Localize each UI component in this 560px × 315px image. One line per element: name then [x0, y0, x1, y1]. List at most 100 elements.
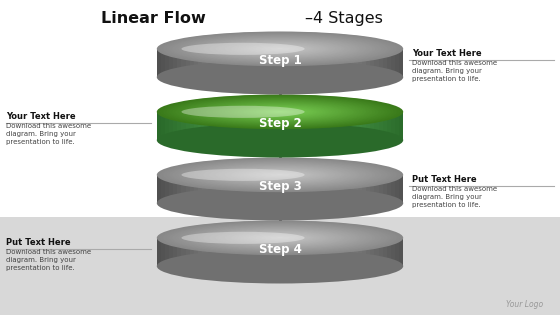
Bar [338, 49, 342, 77]
Ellipse shape [240, 43, 320, 54]
Bar [206, 238, 210, 266]
Bar [227, 49, 231, 77]
Ellipse shape [249, 170, 311, 179]
Bar [391, 112, 395, 140]
Bar [169, 49, 173, 77]
Bar [231, 175, 235, 203]
Bar [382, 49, 387, 77]
Bar [313, 238, 317, 266]
Bar [165, 238, 169, 266]
Ellipse shape [157, 186, 403, 220]
Bar [231, 112, 235, 140]
Bar [317, 238, 321, 266]
Bar [399, 238, 403, 266]
Bar [296, 175, 301, 203]
Ellipse shape [237, 106, 323, 118]
Bar [288, 175, 292, 203]
Bar [333, 112, 338, 140]
Text: Put Text Here: Put Text Here [6, 238, 70, 247]
Ellipse shape [169, 33, 391, 65]
Bar [375, 49, 379, 77]
Bar [210, 112, 214, 140]
Text: Step 2: Step 2 [259, 117, 301, 130]
Bar [202, 112, 206, 140]
Bar [301, 49, 305, 77]
Ellipse shape [212, 165, 348, 184]
Bar [354, 112, 358, 140]
Ellipse shape [169, 96, 391, 127]
Bar [259, 175, 264, 203]
Ellipse shape [157, 60, 403, 94]
Ellipse shape [209, 39, 351, 59]
Bar [338, 238, 342, 266]
Text: Download this awesome
diagram. Bring your
presentation to life.: Download this awesome diagram. Bring you… [412, 60, 497, 82]
Ellipse shape [188, 225, 372, 251]
Ellipse shape [206, 101, 354, 122]
Bar [366, 238, 370, 266]
Bar [173, 49, 178, 77]
Ellipse shape [258, 46, 301, 52]
Bar [321, 49, 325, 77]
Ellipse shape [255, 171, 305, 178]
Ellipse shape [246, 233, 314, 243]
Bar [173, 112, 178, 140]
Ellipse shape [178, 224, 382, 252]
Ellipse shape [246, 107, 314, 117]
Bar [272, 49, 276, 77]
Bar [259, 112, 264, 140]
Ellipse shape [197, 37, 363, 60]
Bar [284, 49, 288, 77]
Bar [354, 175, 358, 203]
Bar [227, 238, 231, 266]
Bar [379, 238, 382, 266]
Ellipse shape [227, 168, 333, 182]
Bar [321, 112, 325, 140]
Bar [391, 238, 395, 266]
Ellipse shape [160, 158, 400, 192]
Bar [194, 112, 198, 140]
Bar [399, 49, 403, 77]
Ellipse shape [194, 163, 366, 187]
Bar [366, 175, 370, 203]
Bar [173, 238, 178, 266]
Ellipse shape [231, 168, 329, 182]
Ellipse shape [218, 166, 342, 183]
Ellipse shape [227, 42, 333, 56]
Bar [370, 175, 375, 203]
Ellipse shape [203, 164, 357, 186]
Ellipse shape [184, 224, 375, 251]
Ellipse shape [175, 97, 385, 127]
Bar [185, 175, 190, 203]
Text: Your Logo: Your Logo [506, 300, 543, 309]
Ellipse shape [222, 41, 338, 57]
Ellipse shape [184, 161, 375, 188]
Ellipse shape [218, 229, 342, 246]
Ellipse shape [249, 107, 311, 116]
Bar [251, 112, 255, 140]
Bar [366, 49, 370, 77]
Ellipse shape [209, 165, 351, 185]
Ellipse shape [268, 173, 292, 176]
Bar [362, 238, 366, 266]
Bar [259, 238, 264, 266]
Ellipse shape [194, 226, 366, 250]
Bar [354, 49, 358, 77]
Bar [190, 238, 194, 266]
Bar [309, 238, 313, 266]
Ellipse shape [157, 123, 403, 158]
Bar [387, 112, 391, 140]
Bar [243, 49, 247, 77]
Ellipse shape [200, 37, 360, 60]
Bar [243, 238, 247, 266]
Bar [292, 112, 296, 140]
Bar [268, 175, 272, 203]
Bar [284, 175, 288, 203]
Ellipse shape [160, 32, 400, 66]
Text: Your Text Here: Your Text Here [412, 49, 481, 58]
Bar [338, 175, 342, 203]
Bar [239, 175, 243, 203]
Bar [280, 238, 284, 266]
Bar [370, 238, 375, 266]
Bar [206, 175, 210, 203]
Bar [214, 112, 218, 140]
